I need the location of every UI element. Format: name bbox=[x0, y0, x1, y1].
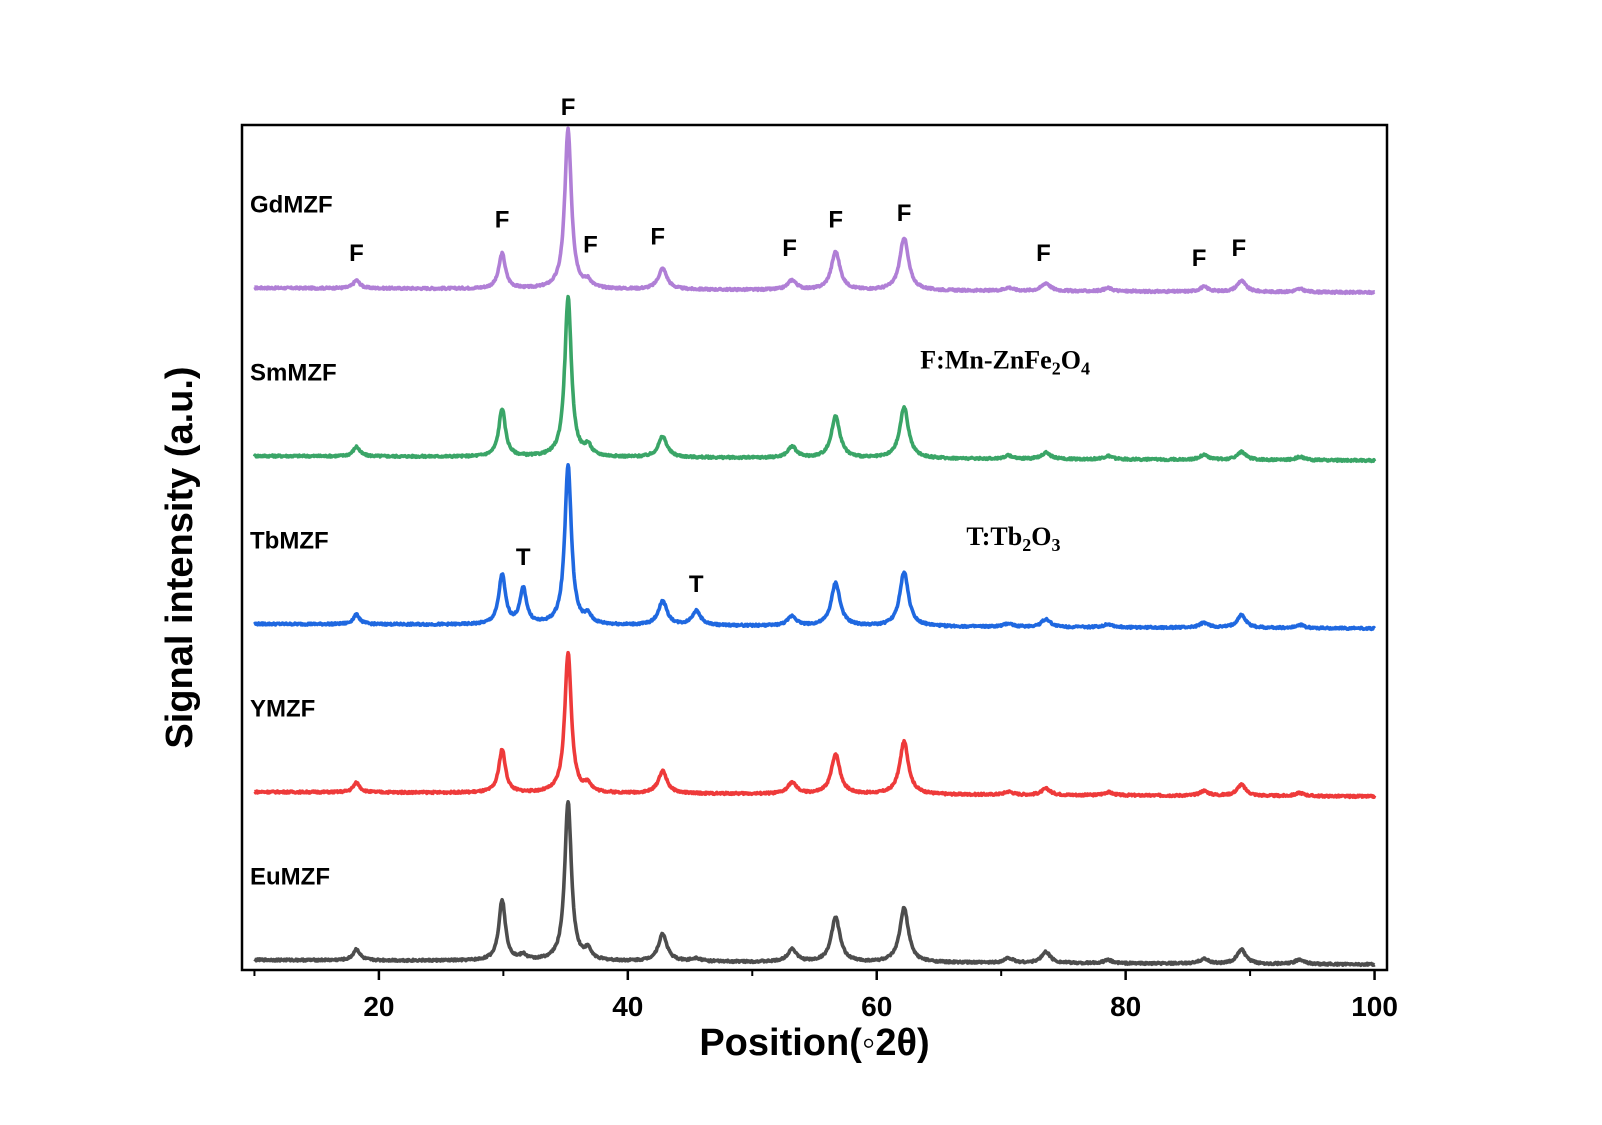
x-axis-ticks: 20 40 60 80 100 bbox=[253, 970, 1398, 1022]
peak-label: F bbox=[1036, 240, 1051, 267]
peak-label: F bbox=[897, 200, 912, 227]
phase-notes: F:Mn-ZnFe2O4 T:Tb2O3 bbox=[920, 346, 1090, 555]
peak-label: F bbox=[828, 206, 843, 233]
x-tick-label: 60 bbox=[861, 991, 892, 1022]
plot-frame bbox=[240, 123, 1389, 972]
peak-label: F bbox=[1192, 245, 1207, 272]
x-tick-label: 20 bbox=[363, 991, 394, 1022]
x-tick-label: 80 bbox=[1110, 991, 1141, 1022]
peak-label: F bbox=[561, 94, 576, 121]
y-axis-title: Signal intensity (a.u.) bbox=[159, 366, 201, 748]
series-label-tbmzf: TbMZF bbox=[250, 527, 329, 554]
series-line-smmzf bbox=[252, 294, 1377, 464]
peak-label: F bbox=[782, 235, 797, 262]
series-line-tbmzf bbox=[253, 463, 1377, 632]
peak-label: F bbox=[349, 240, 364, 267]
x-axis-title: Position(◦2θ) bbox=[699, 1022, 929, 1064]
peak-label: F bbox=[1232, 235, 1247, 262]
x-tick-label: 100 bbox=[1351, 991, 1398, 1022]
series-label-eumzf: EuMZF bbox=[250, 863, 330, 890]
phase-note-f: F:Mn-ZnFe2O4 bbox=[920, 346, 1090, 379]
peak-label: F bbox=[495, 206, 510, 233]
peak-label: T bbox=[516, 544, 531, 571]
series-line-ymzf bbox=[253, 650, 1377, 800]
series-label-ymzf: YMZF bbox=[250, 695, 315, 722]
series-labels: GdMZF SmMZF TbMZF YMZF EuMZF bbox=[250, 191, 337, 890]
phase-note-t: T:Tb2O3 bbox=[966, 522, 1060, 555]
peak-label: F bbox=[650, 223, 665, 250]
series-line-eumzf bbox=[253, 800, 1376, 968]
series-label-gdmzf: GdMZF bbox=[250, 191, 333, 218]
traces-layer bbox=[252, 126, 1377, 968]
peak-label: F bbox=[583, 232, 598, 259]
series-label-smmzf: SmMZF bbox=[250, 359, 337, 386]
peak-label: T bbox=[689, 571, 704, 598]
x-tick-label: 40 bbox=[612, 991, 643, 1022]
series-line-gdmzf bbox=[253, 126, 1376, 296]
